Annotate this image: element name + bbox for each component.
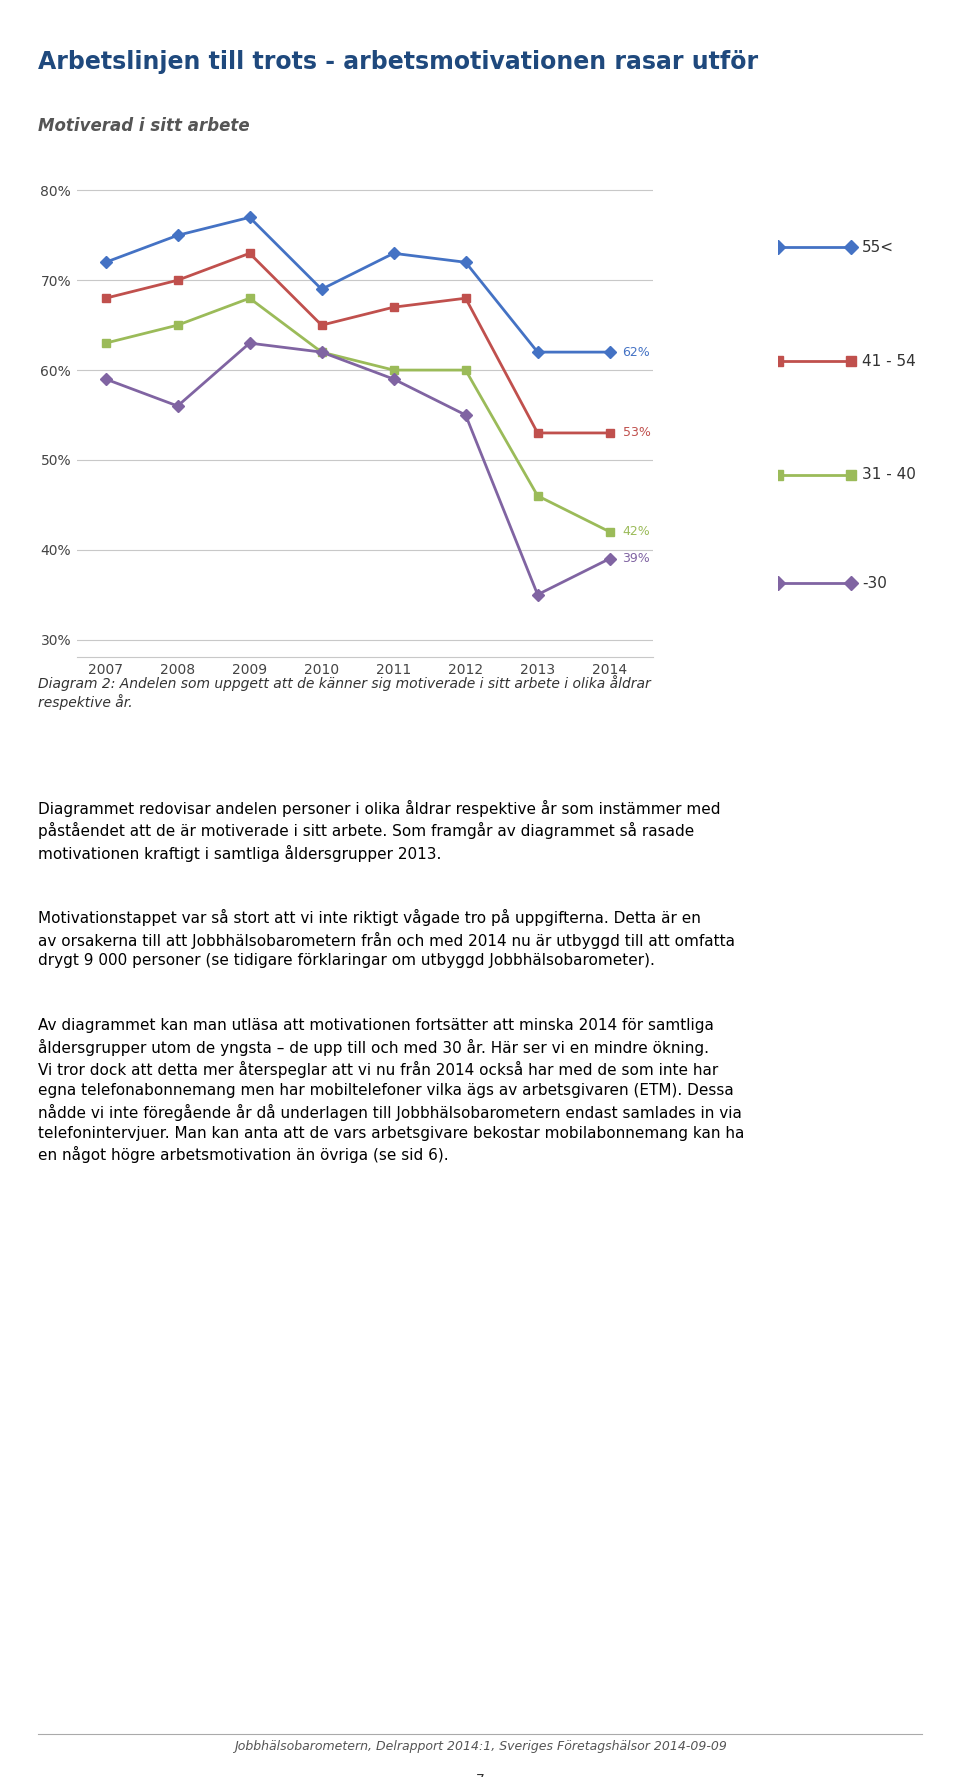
31 - 40: [460, 359, 471, 380]
41 - 54: [244, 243, 255, 265]
Text: 42%: 42%: [622, 526, 650, 538]
31 - 40: [100, 332, 111, 354]
31 - 40: [244, 288, 255, 309]
-30: [460, 405, 471, 426]
Text: 62%: 62%: [622, 345, 650, 359]
55<: [172, 224, 183, 245]
-30: [100, 368, 111, 389]
-30: [604, 547, 615, 569]
Text: Av diagrammet kan man utläsa att motivationen fortsätter att minska 2014 för sam: Av diagrammet kan man utläsa att motivat…: [38, 1018, 745, 1164]
55<: [100, 252, 111, 274]
55<: [388, 243, 399, 265]
Line: 41 - 54: 41 - 54: [102, 249, 613, 437]
31 - 40: [604, 521, 615, 542]
Text: Motiverad i sitt arbete: Motiverad i sitt arbete: [38, 117, 250, 135]
41 - 54: [532, 423, 543, 444]
Text: 39%: 39%: [622, 553, 650, 565]
41 - 54: [172, 270, 183, 291]
Text: Jobbhälsobarometern, Delrapport 2014:1, Sveriges Företagshälsor 2014-09-09: Jobbhälsobarometern, Delrapport 2014:1, …: [233, 1740, 727, 1752]
Text: Diagram 2: Andelen som uppgett att de känner sig motiverade i sitt arbete i olik: Diagram 2: Andelen som uppgett att de kä…: [38, 675, 651, 709]
Text: 31 - 40: 31 - 40: [862, 467, 916, 482]
41 - 54: [604, 423, 615, 444]
Text: 7: 7: [475, 1773, 485, 1777]
Text: -30: -30: [862, 576, 887, 592]
Text: 55<: 55<: [862, 240, 894, 254]
55<: [244, 206, 255, 227]
Text: Diagrammet redovisar andelen personer i olika åldrar respektive år som instämmer: Diagrammet redovisar andelen personer i …: [38, 800, 721, 862]
55<: [604, 341, 615, 363]
31 - 40: [316, 341, 327, 363]
41 - 54: [388, 297, 399, 318]
Line: 31 - 40: 31 - 40: [102, 293, 613, 537]
-30: [388, 368, 399, 389]
31 - 40: [532, 485, 543, 506]
55<: [316, 279, 327, 300]
Text: Motivationstappet var så stort att vi inte riktigt vågade tro på uppgifterna. De: Motivationstappet var så stort att vi in…: [38, 908, 735, 968]
55<: [460, 252, 471, 274]
-30: [172, 394, 183, 416]
-30: [244, 332, 255, 354]
31 - 40: [172, 315, 183, 336]
Text: 53%: 53%: [622, 426, 651, 439]
Text: Arbetslinjen till trots - arbetsmotivationen rasar utför: Arbetslinjen till trots - arbetsmotivati…: [38, 50, 758, 75]
31 - 40: [388, 359, 399, 380]
41 - 54: [316, 315, 327, 336]
41 - 54: [100, 288, 111, 309]
55<: [532, 341, 543, 363]
-30: [316, 341, 327, 363]
Text: 41 - 54: 41 - 54: [862, 354, 916, 368]
Line: -30: -30: [102, 339, 613, 599]
-30: [532, 585, 543, 606]
41 - 54: [460, 288, 471, 309]
Line: 55<: 55<: [102, 213, 613, 355]
